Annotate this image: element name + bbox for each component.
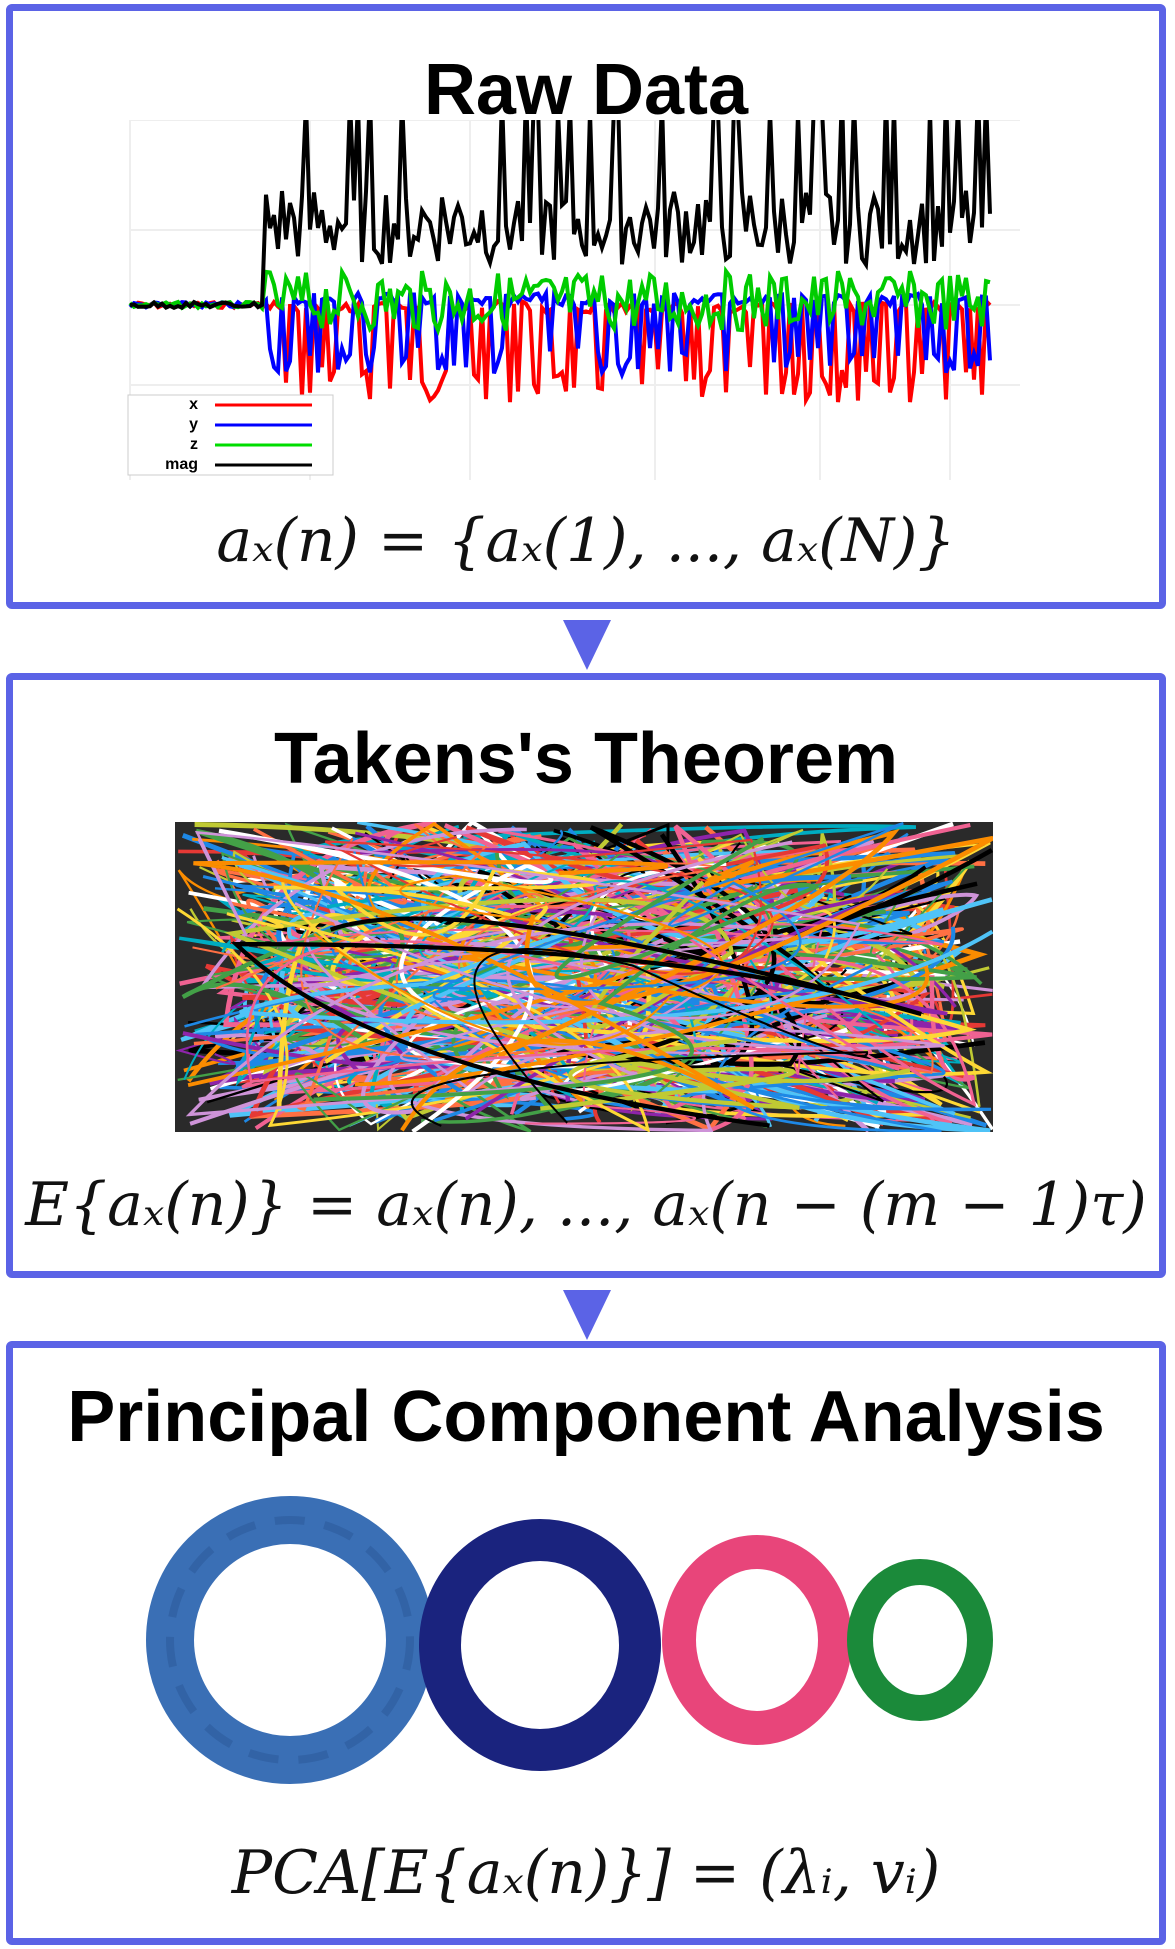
thread <box>273 867 599 937</box>
arrow-down-icon <box>563 1290 611 1340</box>
ring-navy <box>419 1519 661 1771</box>
thread <box>257 923 943 1125</box>
signal-traces <box>128 120 992 408</box>
thread <box>431 843 977 1107</box>
signal-trace <box>128 286 992 381</box>
thread <box>226 881 650 1132</box>
pca-rings-image <box>146 1496 993 1784</box>
legend-label: x <box>189 396 198 413</box>
legend-label: z <box>190 436 198 453</box>
thread <box>410 948 869 1127</box>
pca-title: Principal Component Analysis <box>67 1377 1105 1457</box>
ring-blue <box>146 1496 434 1784</box>
thread <box>252 827 805 1111</box>
pca-equation: PCA[E{aₓ(n)}] = (λᵢ, vᵢ) <box>231 1838 941 1908</box>
takens-equation: E{aₓ(n)} = aₓ(n), ..., aₓ(n − (m − 1)τ) <box>25 1170 1147 1240</box>
raw-data-equation: aₓ(n) = {aₓ(1), ..., aₓ(N)} <box>216 506 956 576</box>
tangled-threads-image <box>175 822 993 1132</box>
arrow-down-icon <box>563 620 611 670</box>
takens-title: Takens's Theorem <box>273 719 899 799</box>
raw-data-title: Raw Data <box>423 50 749 130</box>
signal-trace <box>128 265 991 337</box>
thread <box>193 860 755 1132</box>
legend-label: y <box>189 416 198 433</box>
raw-signal-plot: xyz mag <box>127 120 1020 480</box>
thread <box>399 924 810 1063</box>
thread <box>187 944 930 1088</box>
thread <box>418 822 904 1001</box>
thread <box>230 916 922 1128</box>
thread <box>313 836 821 1102</box>
ring-green <box>847 1559 993 1721</box>
legend-box <box>127 394 334 476</box>
plot-legend: xyz mag <box>127 394 334 476</box>
signal-trace <box>129 120 992 311</box>
thread <box>313 874 723 1046</box>
ring-pink <box>662 1535 852 1745</box>
signal-trace <box>129 296 992 408</box>
thread <box>540 1038 800 1111</box>
legend-label: mag <box>165 456 198 473</box>
